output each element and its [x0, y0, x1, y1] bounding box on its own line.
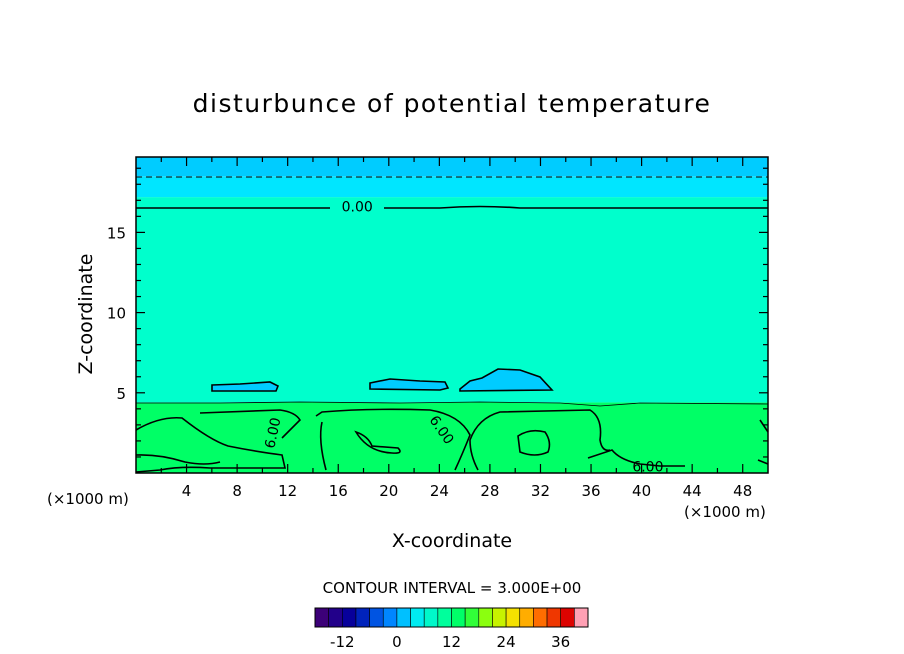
contour-label-0: 0.00 [342, 200, 373, 216]
colorbar-tick-labels: -12 0 12 24 36 [330, 633, 570, 651]
colorbar-tick-label: 12 [442, 633, 461, 651]
colorbar-swatch [382, 607, 398, 628]
y-axis-label: Z-coordinate [75, 254, 97, 375]
x-axis-ticks: 4 8 12 16 20 24 28 32 36 40 44 48 [160, 157, 752, 500]
contour-six-bottom-right [587, 449, 685, 467]
field-band-3 [136, 157, 768, 177]
x-tick-label: 44 [683, 482, 702, 500]
colorbar-tick-label: 0 [392, 633, 402, 651]
contour-interval-label: CONTOUR INTERVAL = 3.000E+00 [323, 579, 582, 597]
colorbar-swatch [464, 607, 480, 628]
contour-label-3: 6.00 [632, 460, 663, 476]
x-tick-label: 16 [329, 482, 348, 500]
x-tick-label: 8 [232, 482, 242, 500]
contour-zero-line [136, 205, 768, 209]
colorbar-swatch [533, 607, 548, 628]
x-tick-label: 48 [733, 482, 752, 500]
colorbar-swatch [546, 607, 561, 628]
x-tick-label: 36 [581, 482, 600, 500]
x-tick-label: 4 [182, 482, 192, 500]
colorbar-tick-label: -12 [330, 633, 355, 651]
colorbar-swatch [492, 607, 507, 628]
contour-six-right-inner [517, 429, 551, 456]
colorbar-frame [314, 607, 589, 628]
colorbar-swatch [423, 607, 439, 628]
contour-six-middle-inner [354, 430, 401, 454]
contour-six-left [135, 416, 287, 473]
colorbar-swatch [560, 607, 575, 628]
colorbar-swatch [574, 607, 589, 628]
contour-six-middle-stem [319, 421, 327, 471]
colorbar-swatch [505, 607, 521, 628]
colorbar-swatch [396, 607, 411, 628]
contour-lines [135, 176, 769, 473]
field-bands [136, 157, 768, 473]
y-axis-ticks: 5 10 15 [107, 167, 768, 458]
contour-six-right-edge [757, 419, 769, 465]
contour-six-upper-left [199, 409, 302, 439]
negative-pocket-2 [369, 378, 450, 391]
contour-label-1: 6.00 [262, 416, 284, 450]
x-tick-label: 32 [531, 482, 550, 500]
x-tick-label: 12 [278, 482, 297, 500]
colorbar-swatch [314, 607, 329, 628]
x-axis-label: X-coordinate [392, 530, 512, 552]
negative-pocket-1 [211, 381, 280, 392]
plot-area: 0.006.00 6.006.00 4 8 12 16 20 24 28 32 36 40 44 48 … [107, 156, 769, 500]
colorbar-swatch [437, 607, 452, 628]
colorbar-swatch [341, 607, 357, 628]
y-tick-label: 15 [107, 224, 126, 242]
field-band-2 [136, 176, 768, 198]
x-tick-label: 40 [632, 482, 651, 500]
colorbar-swatch [410, 607, 425, 628]
chart-title: disturbunce of potential temperature [193, 89, 712, 118]
negative-pocket-3 [459, 368, 554, 392]
x-tick-label: 20 [379, 482, 398, 500]
x-tick-label: 24 [430, 482, 449, 500]
colorbar-swatch [478, 607, 493, 628]
colorbar-swatch [519, 607, 534, 628]
plot-frame [135, 156, 769, 474]
x-tick-label: 28 [480, 482, 499, 500]
colorbar-tick-label: 24 [497, 633, 516, 651]
colorbar-tick-label: 36 [551, 633, 570, 651]
colorbar-swatch [451, 607, 466, 628]
colorbar-swatch [328, 607, 343, 628]
colorbar [314, 607, 589, 628]
field-band-0 [136, 402, 768, 473]
colorbar-swatch [369, 607, 384, 628]
contour-six-right-loop [469, 409, 611, 471]
contour-thin-boundary [136, 401, 769, 407]
contour-six-left-inner [135, 454, 221, 465]
x-unit-label-right: (×1000 m) [684, 503, 766, 521]
y-tick-label: 10 [107, 305, 126, 323]
y-tick-label: 5 [116, 385, 126, 403]
contour-six-middle [315, 408, 471, 471]
x-unit-label-left: (×1000 m) [47, 490, 129, 508]
colorbar-swatch [355, 607, 370, 628]
field-band-1 [136, 197, 768, 403]
